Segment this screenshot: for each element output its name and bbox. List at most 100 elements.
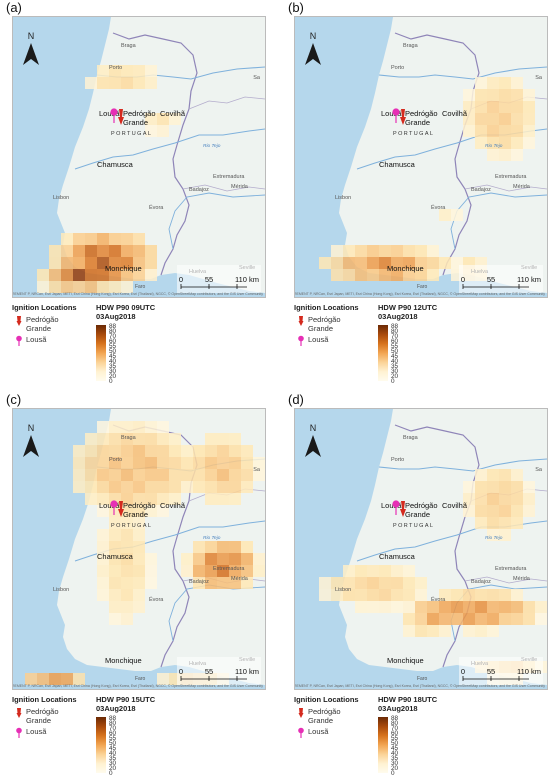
- hdw-cell: [133, 481, 145, 493]
- hdw-cell: [145, 553, 157, 565]
- hdw-cell: [25, 673, 37, 685]
- atlantic-ocean: [13, 17, 265, 297]
- hdw-cell: [415, 245, 427, 257]
- hdw-cell: [355, 589, 367, 601]
- hdw-cell: [487, 101, 499, 113]
- hdw-cell: [475, 505, 487, 517]
- spain-border: [182, 96, 265, 192]
- hdw-cell: [97, 245, 109, 257]
- map-canvas: N Braga Porto Sa Lousã Pedrógão Grande C…: [295, 17, 547, 297]
- hdw-cell: [97, 233, 109, 245]
- colorbar-tick: 45: [109, 745, 117, 752]
- map-pins: [110, 108, 124, 125]
- hdw-cell: [73, 233, 85, 245]
- scale-110-label: 110 km: [235, 667, 259, 676]
- hdw-cell: [241, 553, 253, 565]
- hdw-cell: [475, 601, 487, 613]
- hdw-cell: [109, 517, 121, 529]
- colorbar-tick: 50: [391, 740, 399, 747]
- colorbar-ticks: 88 80 70 60 55 50 45 40 35 30 20 0: [109, 715, 129, 777]
- hdw-cell: [253, 457, 265, 469]
- hdw-cell: [415, 625, 427, 637]
- hdw-cell: [523, 481, 535, 493]
- hdw-cell: [121, 65, 133, 77]
- hdw-cell: [85, 445, 97, 457]
- colorbar-tick: 35: [391, 363, 399, 370]
- hdw-cell: [97, 541, 109, 553]
- label-merida: Mérida: [231, 184, 249, 190]
- label-badajoz: Badajoz: [471, 187, 491, 193]
- hdw-cell: [241, 541, 253, 553]
- colorbar-tick: 0: [391, 378, 395, 385]
- hdw-legend-title: HDW P90 18UTC 03Aug2018: [378, 695, 437, 713]
- hdw-cell: [193, 577, 205, 589]
- hdw-cell: [121, 245, 133, 257]
- colorbar-tick: 88: [109, 323, 117, 330]
- panel-label: (c): [6, 392, 22, 407]
- hdw-cell: [367, 565, 379, 577]
- hdw-date-text: 03Aug2018: [96, 312, 136, 321]
- colorbar-tick: 20: [391, 765, 399, 772]
- hdw-cell: [379, 577, 391, 589]
- scale-line: [462, 284, 529, 289]
- hdw-cell: [205, 433, 217, 445]
- hdw-cell: [121, 505, 133, 517]
- hdw-cell: [415, 577, 427, 589]
- scale-55-label: 55: [487, 275, 495, 284]
- hdw-cell: [319, 577, 331, 589]
- place-labels: Braga Porto Sa Lousã Pedrógão Grande Cov…: [53, 43, 261, 290]
- hdw-cell: [145, 245, 157, 257]
- colorbar-tick: 35: [391, 755, 399, 762]
- hdw-cell: [73, 469, 85, 481]
- hdw-cell: [181, 469, 193, 481]
- hdw-cell: [73, 245, 85, 257]
- hdw-cell: [73, 457, 85, 469]
- hdw-cell: [97, 529, 109, 541]
- hdw-cell: [133, 517, 145, 529]
- hdw-cell: [121, 601, 133, 613]
- label-lisbon: Lisbon: [53, 587, 69, 593]
- hdw-cell: [391, 257, 403, 269]
- hdw-cell: [511, 505, 523, 517]
- hdw-cell: [157, 113, 169, 125]
- hdw-cell: [427, 257, 439, 269]
- label-braga: Braga: [121, 43, 137, 49]
- hdw-legend-title: HDW P90 12UTC 03Aug2018: [378, 303, 437, 321]
- hdw-cell: [229, 577, 241, 589]
- hdw-cell: [343, 245, 355, 257]
- hdw-cell: [343, 589, 355, 601]
- hdw-cell: [403, 257, 415, 269]
- hdw-cell: [109, 457, 121, 469]
- hdw-cell: [49, 673, 61, 685]
- hdw-cell: [343, 577, 355, 589]
- colorbar-tick: 60: [391, 338, 399, 345]
- hdw-cell: [511, 125, 523, 137]
- map-credits: rces: Esri, HERE, Garmin, USGS, Intermap…: [295, 292, 545, 296]
- hdw-cell: [121, 233, 133, 245]
- scale-bar: 0 55 110 km rces: Esri, HERE, Garmin, US…: [295, 265, 545, 296]
- hdw-cell: [97, 433, 109, 445]
- label-faro: Faro: [417, 284, 428, 290]
- lousa-legend-pin-icon: [298, 727, 304, 738]
- hdw-cell: [463, 89, 475, 101]
- scale-background: [177, 265, 261, 293]
- hdw-cell: [511, 77, 523, 89]
- label-porto: Porto: [109, 65, 122, 71]
- pedrogao-pin-icon: [400, 109, 406, 125]
- hdw-cell: [109, 269, 121, 281]
- hdw-cell: [499, 613, 511, 625]
- hdw-cell: [427, 269, 439, 281]
- hdw-cell: [439, 613, 451, 625]
- colorbar-ticks: 88 80 70 60 55 50 45 40 35 30 20 0: [391, 323, 411, 385]
- label-monchique: Monchique: [387, 264, 424, 273]
- legend-pedrogao-label: Pedrógão Grande: [26, 707, 59, 725]
- colorbar-tick: 40: [109, 750, 117, 757]
- hdw-colorbar: [96, 717, 106, 773]
- label-sa: Sa: [253, 467, 261, 473]
- hdw-cell: [523, 505, 535, 517]
- hdw-cell: [463, 589, 475, 601]
- label-pedrogao: Pedrógão: [123, 109, 156, 118]
- hdw-colorbar: [378, 325, 388, 381]
- hdw-cell: [133, 245, 145, 257]
- lousa-pin-icon: [392, 108, 400, 123]
